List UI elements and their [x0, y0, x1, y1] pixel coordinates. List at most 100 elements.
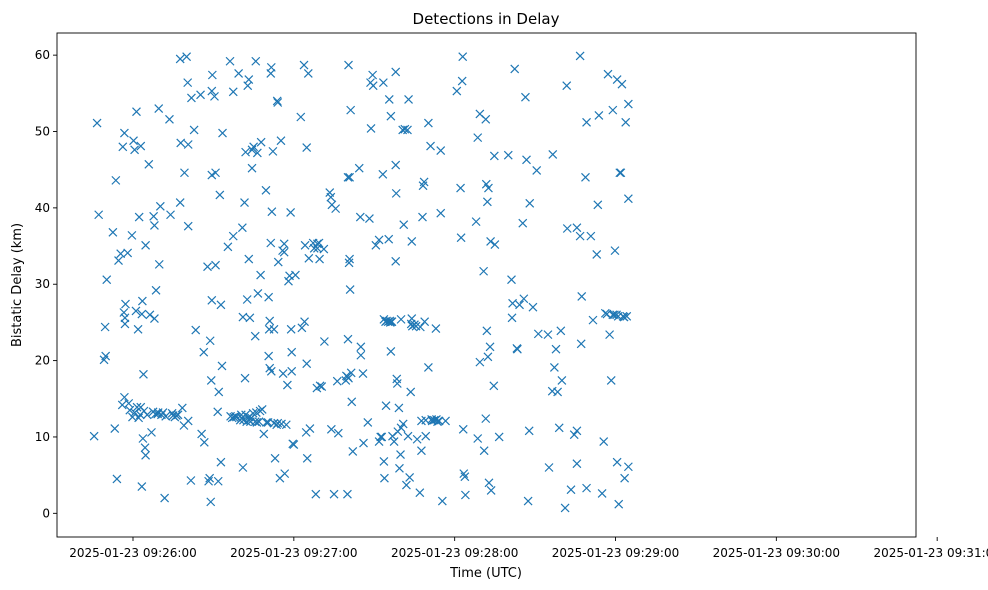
data-point-marker [136, 141, 146, 151]
data-point-marker [549, 363, 559, 372]
data-point-marker [210, 91, 219, 101]
data-point-marker [484, 478, 494, 488]
data-point-marker [205, 336, 215, 346]
data-point-marker [319, 337, 329, 346]
data-point-marker [245, 313, 255, 323]
data-point-marker [276, 136, 286, 146]
data-point-marker [238, 463, 248, 472]
data-point-marker [619, 312, 629, 322]
data-point-marker [582, 117, 591, 127]
data-point-marker [332, 376, 342, 386]
data-point-marker [142, 410, 152, 420]
data-point-marker [405, 473, 415, 482]
x-tick-label: 2025-01-23 09:29:00 [552, 546, 679, 560]
data-point-marker [344, 373, 353, 383]
data-point-marker [315, 254, 324, 264]
data-point-marker [289, 440, 299, 450]
data-point-marker [197, 429, 207, 439]
data-point-marker [515, 300, 524, 310]
data-point-marker [486, 485, 496, 495]
data-point-marker [240, 373, 250, 383]
data-point-marker [345, 285, 355, 295]
data-point-marker [137, 482, 147, 492]
data-series [89, 51, 633, 513]
data-point-marker [180, 168, 189, 178]
data-point-marker [623, 99, 633, 109]
data-point-marker [423, 118, 433, 128]
data-point-marker [279, 239, 289, 249]
data-point-marker [519, 294, 529, 304]
data-point-marker [456, 233, 466, 243]
data-point-marker [384, 234, 394, 244]
data-point-marker [392, 379, 402, 388]
data-point-marker [471, 217, 481, 227]
data-point-marker [363, 418, 373, 427]
data-point-marker [525, 198, 535, 208]
data-point-marker [225, 56, 235, 66]
data-point-marker [297, 323, 307, 333]
data-point-marker [147, 427, 156, 437]
data-point-marker [236, 410, 246, 420]
data-point-marker [508, 298, 517, 308]
data-point-marker [244, 254, 254, 264]
data-point-marker [234, 69, 244, 78]
data-point-marker [151, 285, 161, 295]
data-point-marker [562, 81, 572, 91]
y-tick-label: 30 [35, 277, 50, 291]
data-point-marker [403, 125, 412, 135]
data-point-marker [479, 446, 489, 456]
data-point-marker [206, 497, 216, 507]
data-point-marker [237, 223, 247, 233]
data-point-marker [623, 462, 633, 472]
data-point-marker [304, 253, 314, 263]
data-point-marker [482, 197, 492, 207]
data-point-marker [215, 190, 225, 200]
data-point-marker [213, 407, 223, 417]
x-tick-label: 2025-01-23 09:27:00 [230, 546, 357, 560]
data-point-marker [137, 296, 147, 306]
data-point-marker [356, 342, 366, 352]
data-point-marker [407, 237, 417, 246]
data-point-marker [494, 432, 504, 442]
data-point-marker [264, 292, 274, 302]
data-point-marker [380, 473, 389, 483]
data-point-marker [319, 244, 329, 254]
data-point-marker [317, 382, 327, 391]
data-point-marker [281, 420, 291, 430]
data-point-marker [533, 329, 543, 339]
data-point-marker [268, 146, 278, 156]
data-point-marker [238, 312, 248, 322]
data-point-marker [606, 376, 616, 385]
data-point-marker [165, 114, 174, 124]
data-point-marker [441, 416, 450, 426]
data-point-marker [490, 240, 500, 249]
data-point-marker [242, 417, 252, 427]
data-point-marker [554, 423, 564, 433]
data-point-marker [166, 210, 175, 220]
data-point-marker [399, 220, 409, 230]
data-point-marker [460, 490, 470, 500]
data-point-marker [612, 457, 622, 467]
data-point-marker [532, 166, 542, 175]
data-point-marker [314, 238, 324, 248]
data-point-marker [421, 431, 431, 441]
data-point-marker [333, 428, 343, 438]
data-point-marker [137, 309, 147, 319]
data-point-marker [186, 476, 196, 485]
data-point-marker [485, 342, 495, 352]
x-axis: 2025-01-23 09:26:00 2025-01-23 09:27:00 20… [69, 537, 988, 560]
data-point-marker [287, 347, 297, 357]
data-point-marker [528, 302, 538, 312]
data-point-marker [345, 254, 355, 264]
data-point-marker [305, 424, 315, 433]
data-point-marker [376, 432, 386, 442]
data-point-marker [247, 163, 257, 173]
data-point-marker [218, 128, 227, 138]
data-point-marker [473, 434, 483, 443]
data-point-marker [486, 237, 496, 246]
data-point-marker [581, 172, 590, 182]
data-point-marker [257, 405, 267, 414]
data-point-marker [484, 183, 493, 193]
data-point-marker [119, 392, 129, 402]
data-point-marker [343, 334, 353, 344]
